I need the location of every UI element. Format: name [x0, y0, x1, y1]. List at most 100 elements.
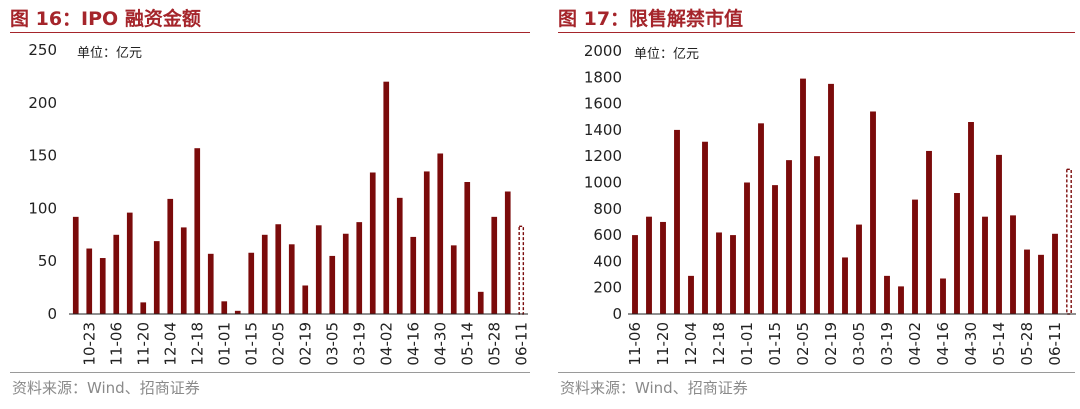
y-tick-label: 400 — [593, 252, 622, 270]
bar — [396, 197, 403, 314]
bar — [369, 172, 376, 314]
forecast-bar — [518, 225, 525, 315]
bar — [126, 212, 133, 314]
x-tick-label: 12-18 — [710, 322, 728, 366]
x-tick-label: 04-02 — [377, 322, 395, 366]
x-tick-label: 05-14 — [990, 322, 1008, 366]
y-tick-label: 200 — [593, 279, 622, 297]
source-divider — [558, 372, 1075, 373]
bar — [180, 227, 187, 314]
bar — [982, 216, 988, 314]
ipo-financing-chart: 0 50 100 150 200 250 单位：亿元 10-23 11-06 11-20 12-04… — [28, 41, 530, 366]
source-note: 资料来源：Wind、招商证券 — [12, 379, 200, 397]
x-tick-label: 01-01 — [215, 322, 233, 366]
bar — [786, 160, 792, 314]
bar — [86, 248, 93, 314]
bar — [926, 150, 932, 314]
bar — [884, 275, 890, 314]
bar — [856, 224, 862, 314]
x-tick-label: 05-14 — [458, 322, 476, 366]
y-tick-label: 0 — [612, 305, 622, 323]
bar — [968, 122, 974, 314]
y-tick-label: 600 — [593, 226, 622, 244]
bar — [167, 198, 174, 314]
x-tick-label: 06-11 — [512, 322, 530, 366]
x-tick-label: 02-05 — [794, 322, 812, 366]
bar — [315, 225, 322, 314]
bar — [660, 221, 666, 314]
x-tick-label: 11-20 — [654, 322, 672, 366]
figure-title: 图 16：IPO 融资金额 — [10, 8, 201, 30]
bar — [688, 275, 694, 314]
bar — [758, 123, 764, 314]
y-tick-label: 200 — [28, 94, 57, 112]
x-tick-label: 04-16 — [934, 322, 952, 366]
bar — [1052, 233, 1058, 314]
figure-title: 图 17：限售解禁市值 — [558, 8, 744, 30]
x-tick-label: 02-19 — [296, 322, 314, 366]
bar — [261, 234, 268, 314]
source-note: 资料来源：Wind、招商证券 — [560, 379, 748, 397]
y-tick-label: 1200 — [584, 147, 622, 165]
bar — [842, 257, 848, 314]
bar — [646, 216, 652, 314]
title-divider — [10, 32, 530, 33]
x-tick-label: 04-02 — [906, 322, 924, 366]
x-tick-label: 05-28 — [485, 322, 503, 366]
x-tick-label: 03-05 — [323, 322, 341, 366]
bar — [140, 302, 147, 314]
bar — [800, 78, 806, 315]
x-tick-label: 02-05 — [269, 322, 287, 366]
y-tick-label: 800 — [593, 200, 622, 218]
bar — [356, 222, 363, 314]
x-tick-label: 05-28 — [1018, 322, 1036, 366]
bar — [234, 310, 241, 314]
bar — [99, 258, 106, 314]
bar — [437, 153, 444, 314]
x-tick-label: 01-15 — [242, 322, 260, 366]
x-tick-label: 06-11 — [1046, 322, 1064, 366]
y-tick-label: 1000 — [584, 174, 622, 192]
source-divider — [10, 372, 530, 373]
bar — [674, 129, 680, 314]
figure-ipo-financing: 图 16：IPO 融资金额 0 50 100 150 200 250 单位：亿元 10-23 1… — [0, 0, 535, 409]
bar — [113, 234, 120, 314]
x-tick-label: 04-30 — [962, 322, 980, 366]
y-tick-label: 2000 — [584, 42, 622, 60]
y-tick-label: 100 — [28, 199, 57, 217]
bar — [870, 111, 876, 315]
x-tick-label: 03-05 — [850, 322, 868, 366]
bar — [288, 244, 295, 314]
lockup-expiry-chart: 0 200 400 600 800 1000 1200 1400 1600 1800 2000 单位：… — [584, 42, 1076, 366]
x-tick-label: 10-23 — [80, 322, 98, 366]
y-tick-label: 1800 — [584, 68, 622, 86]
x-tick-label: 02-19 — [822, 322, 840, 366]
bar — [450, 245, 457, 314]
x-tick-label: 11-06 — [626, 322, 644, 366]
x-tick-label: 04-30 — [431, 322, 449, 366]
bar — [954, 193, 960, 314]
x-tick-label: 12-04 — [682, 322, 700, 366]
bar — [504, 191, 511, 314]
y-tick-label: 0 — [47, 305, 57, 323]
y-tick-label: 250 — [28, 41, 57, 59]
bar — [1024, 249, 1030, 314]
bar — [423, 171, 430, 314]
bar — [814, 156, 820, 314]
y-tick-label: 150 — [28, 147, 57, 165]
bar — [194, 148, 201, 314]
x-tick-label: 03-19 — [878, 322, 896, 366]
bar — [477, 291, 484, 314]
bar — [248, 252, 255, 314]
x-tick-label: 03-19 — [350, 322, 368, 366]
bar — [898, 286, 904, 314]
x-tick-label: 11-06 — [107, 322, 125, 366]
bar — [72, 216, 79, 314]
bar — [275, 224, 282, 314]
x-tick-label: 12-18 — [188, 322, 206, 366]
x-tick-label: 01-15 — [766, 322, 784, 366]
bar — [772, 185, 778, 314]
bar — [410, 236, 417, 314]
bar — [744, 182, 750, 314]
bar — [491, 216, 498, 314]
